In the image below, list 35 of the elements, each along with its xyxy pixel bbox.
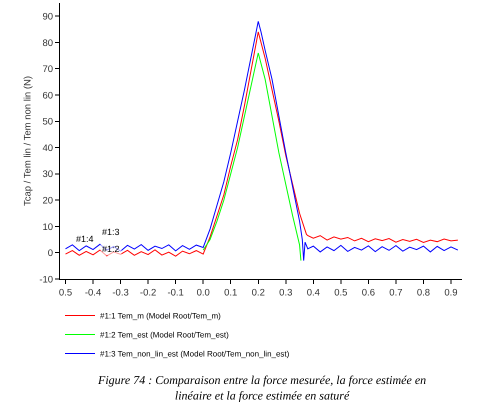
y-tick-label: 90: [42, 11, 54, 22]
annotation: #1:3: [102, 227, 120, 237]
y-tick-label: 10: [42, 222, 54, 233]
x-tick-label: 0.8: [416, 287, 430, 298]
y-tick-label: 30: [42, 169, 54, 180]
y-tick-label: 40: [42, 142, 54, 154]
legend-label: #1:1 Tem_m (Model Root/Tem_m): [100, 312, 222, 321]
y-tick-label: 20: [42, 195, 54, 206]
x-tick-label: -0.1: [167, 287, 184, 298]
x-tick-label: -0.2: [140, 287, 156, 298]
x-tick-label: 0.2: [252, 287, 265, 298]
legend-label: #1:2 Tem_est (Model Root/Tem_est): [100, 330, 230, 340]
x-tick-label: -0.3: [112, 287, 129, 298]
y-tick-label: -10: [39, 274, 54, 286]
y-tick-label: 70: [42, 64, 54, 76]
y-tick-label: 50: [42, 116, 54, 128]
x-tick-label: 0.5: [58, 287, 72, 298]
y-tick-label: 0: [48, 248, 54, 260]
x-tick-label: 0.9: [444, 287, 458, 298]
caption: Figure 74 : Comparaison entre la force mesurée, la force estimée en linéaire et la force estimée en saturé: [97, 373, 426, 403]
x-tick-label: -0.4: [84, 287, 102, 298]
annotation: #1:4: [76, 234, 94, 244]
x-tick-label: 0.0: [196, 287, 210, 298]
y-tick-label: 60: [42, 90, 54, 102]
x-tick-label: 0.3: [279, 287, 292, 298]
annotation: #1:2: [102, 244, 120, 254]
line-series: [202, 52, 302, 262]
y-tick-label: 80: [42, 38, 54, 49]
x-tick-label: 0.4: [306, 287, 320, 298]
x-tick-label: 0.6: [362, 287, 375, 298]
legend-label: #1:3 Tem_non_lin_est (Model Root/Tem_non_lin_est): [100, 350, 290, 359]
x-tick-label: 0.7: [389, 287, 403, 298]
x-tick-label: 0.5: [334, 287, 348, 298]
y-axis-title: Tcap / Tem lin / Tem non lin (N): [22, 76, 34, 206]
x-tick-label: 0.1: [224, 287, 238, 298]
